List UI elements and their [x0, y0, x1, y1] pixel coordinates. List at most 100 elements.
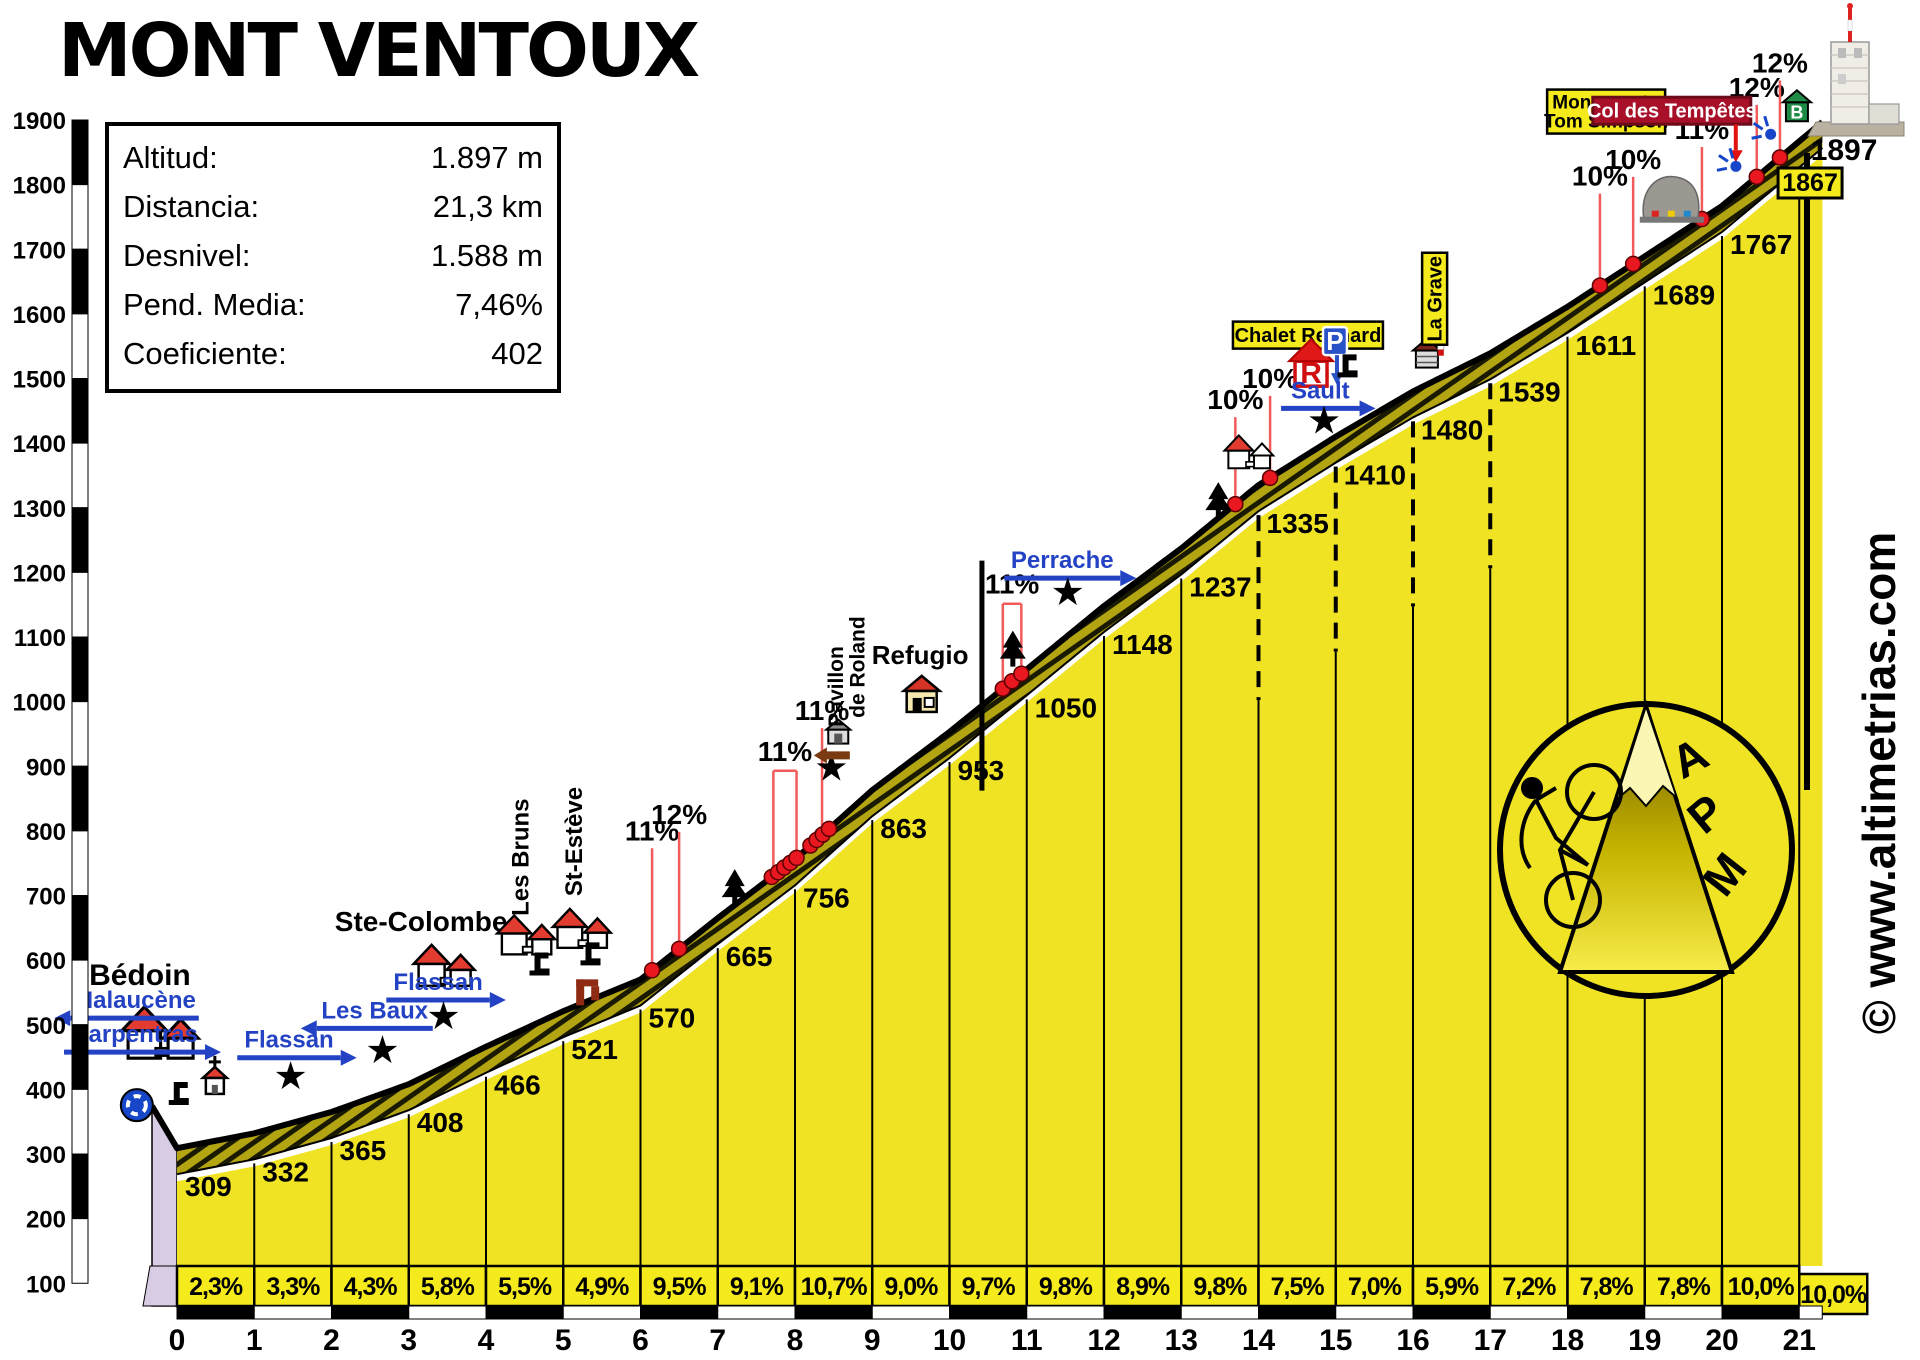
- viewpoint-icon: [1716, 147, 1742, 172]
- tree-icon: [721, 869, 748, 906]
- svg-text:9,8%: 9,8%: [1193, 1273, 1247, 1301]
- svg-text:19: 19: [1628, 1324, 1661, 1357]
- svg-text:1000: 1000: [13, 690, 66, 717]
- svg-text:B: B: [1790, 102, 1803, 122]
- label-box-col-des-tempetes: Col des Tempêtes: [1587, 95, 1757, 163]
- gradient-markers: 11%12%11%11%11%10%10%10%10%11%12%12%: [625, 47, 1808, 979]
- stat-value: 7,46%: [455, 286, 543, 322]
- svg-text:900: 900: [26, 754, 66, 781]
- direction-sign-malaucne: Malaucène: [54, 987, 199, 1027]
- tom-simpson-monument: [1639, 175, 1704, 223]
- fountain-icon: [580, 942, 601, 966]
- fountain-icon: [1337, 354, 1358, 378]
- svg-text:1600: 1600: [13, 302, 66, 329]
- stat-label: Coeficiente:: [123, 335, 287, 371]
- summit-weather-station: [1807, 3, 1905, 137]
- svg-text:300: 300: [26, 1142, 66, 1169]
- stat-label: Desnivel:: [123, 237, 251, 273]
- svg-text:1400: 1400: [13, 431, 66, 458]
- svg-text:11%: 11%: [758, 736, 813, 767]
- svg-text:1335: 1335: [1267, 508, 1329, 539]
- svg-text:Perrache: Perrache: [1011, 547, 1114, 574]
- poi-star-icon: ★: [1052, 574, 1082, 612]
- svg-text:11%: 11%: [625, 815, 680, 846]
- stat-label: Altitud:: [123, 140, 218, 175]
- svg-text:1689: 1689: [1653, 279, 1715, 310]
- svg-text:8: 8: [787, 1324, 804, 1357]
- svg-text:15: 15: [1319, 1324, 1352, 1357]
- svg-text:1800: 1800: [13, 173, 66, 200]
- svg-text:1480: 1480: [1421, 414, 1483, 445]
- svg-text:1: 1: [246, 1324, 263, 1357]
- svg-text:408: 408: [417, 1107, 464, 1138]
- svg-text:700: 700: [26, 884, 66, 911]
- stat-row: Desnivel: 1.588 m: [123, 232, 543, 281]
- svg-text:★: ★: [367, 1032, 397, 1070]
- svg-text:Flassan: Flassan: [244, 1027, 333, 1054]
- svg-text:365: 365: [340, 1135, 387, 1166]
- svg-text:10%: 10%: [1605, 144, 1661, 175]
- gate-icon: [576, 979, 600, 1006]
- svg-text:500: 500: [26, 1013, 66, 1040]
- poi-star-icon: ★: [275, 1057, 305, 1095]
- stat-row: Altitud: 1.897 m: [123, 134, 543, 183]
- svg-text:4,9%: 4,9%: [575, 1273, 629, 1301]
- svg-text:5,9%: 5,9%: [1425, 1273, 1479, 1301]
- svg-text:de Roland: de Roland: [847, 616, 870, 718]
- svg-text:1897: 1897: [1811, 134, 1878, 167]
- svg-text:10%: 10%: [1572, 161, 1628, 192]
- viewpoint-icon: [1751, 115, 1777, 140]
- svg-text:Col des Tempêtes: Col des Tempêtes: [1587, 101, 1757, 123]
- stat-label: Distancia:: [123, 188, 260, 224]
- fountain-icon: [529, 952, 550, 976]
- parking-icon: P: [1321, 325, 1349, 386]
- svg-text:1410: 1410: [1344, 460, 1406, 491]
- x-axis: 0 1 2 3 4 5 6 7 8 9 10 11 12 13 14 15 16 17 18 19 20 21: [169, 1305, 1823, 1357]
- stat-row: Pend. Media: 7,46%: [123, 281, 543, 330]
- svg-text:1050: 1050: [1035, 692, 1097, 723]
- svg-text:1237: 1237: [1189, 571, 1251, 602]
- svg-text:★: ★: [1052, 574, 1082, 612]
- svg-text:★: ★: [275, 1057, 305, 1095]
- svg-text:7,2%: 7,2%: [1502, 1273, 1556, 1301]
- svg-text:1200: 1200: [13, 560, 66, 587]
- svg-text:9,0%: 9,0%: [884, 1273, 938, 1301]
- svg-text:★: ★: [428, 997, 458, 1035]
- svg-text:10,0%: 10,0%: [1800, 1281, 1867, 1309]
- roundabout-icon: [119, 1088, 154, 1123]
- svg-text:9: 9: [864, 1324, 881, 1357]
- gradient-percent-row: 2,3% 3,3% 4,3% 5,8% 5,5% 4,9% 9,5% 9,1% 10,7% 9,0…: [175, 1264, 1869, 1316]
- svg-text:10%: 10%: [1242, 363, 1298, 394]
- refuge-b-icon: B: [1780, 88, 1814, 123]
- svg-text:200: 200: [26, 1207, 66, 1234]
- svg-text:9,1%: 9,1%: [730, 1273, 784, 1301]
- svg-text:14: 14: [1242, 1324, 1276, 1357]
- svg-text:400: 400: [26, 1077, 66, 1104]
- svg-text:17: 17: [1474, 1324, 1507, 1357]
- svg-text:Sault: Sault: [1291, 377, 1350, 404]
- svg-text:665: 665: [726, 941, 773, 972]
- svg-text:Flassan: Flassan: [393, 969, 482, 996]
- poi-star-icon: ★: [367, 1032, 397, 1070]
- svg-text:10: 10: [933, 1324, 966, 1357]
- svg-text:12%: 12%: [1752, 47, 1808, 78]
- cyclist-icon: [1519, 763, 1623, 929]
- church-icon: [199, 1055, 231, 1096]
- svg-text:Carpentras: Carpentras: [71, 1021, 198, 1048]
- svg-text:1100: 1100: [14, 625, 66, 652]
- svg-text:R: R: [1300, 357, 1322, 390]
- svg-text:Malaucène: Malaucène: [73, 987, 196, 1014]
- svg-text:Pavillon: Pavillon: [825, 646, 848, 727]
- svg-text:1148: 1148: [1112, 629, 1173, 660]
- svg-text:863: 863: [880, 813, 927, 844]
- climb-stats-box: Altitud: 1.897 m Distancia: 21,3 km Desnivel…: [105, 122, 561, 393]
- direction-sign-perrache: Perrache: [1004, 547, 1137, 587]
- svg-text:800: 800: [26, 819, 66, 846]
- svg-text:570: 570: [649, 1003, 696, 1034]
- svg-text:12%: 12%: [651, 799, 707, 830]
- svg-text:1767: 1767: [1730, 229, 1792, 260]
- svg-text:13: 13: [1165, 1324, 1198, 1357]
